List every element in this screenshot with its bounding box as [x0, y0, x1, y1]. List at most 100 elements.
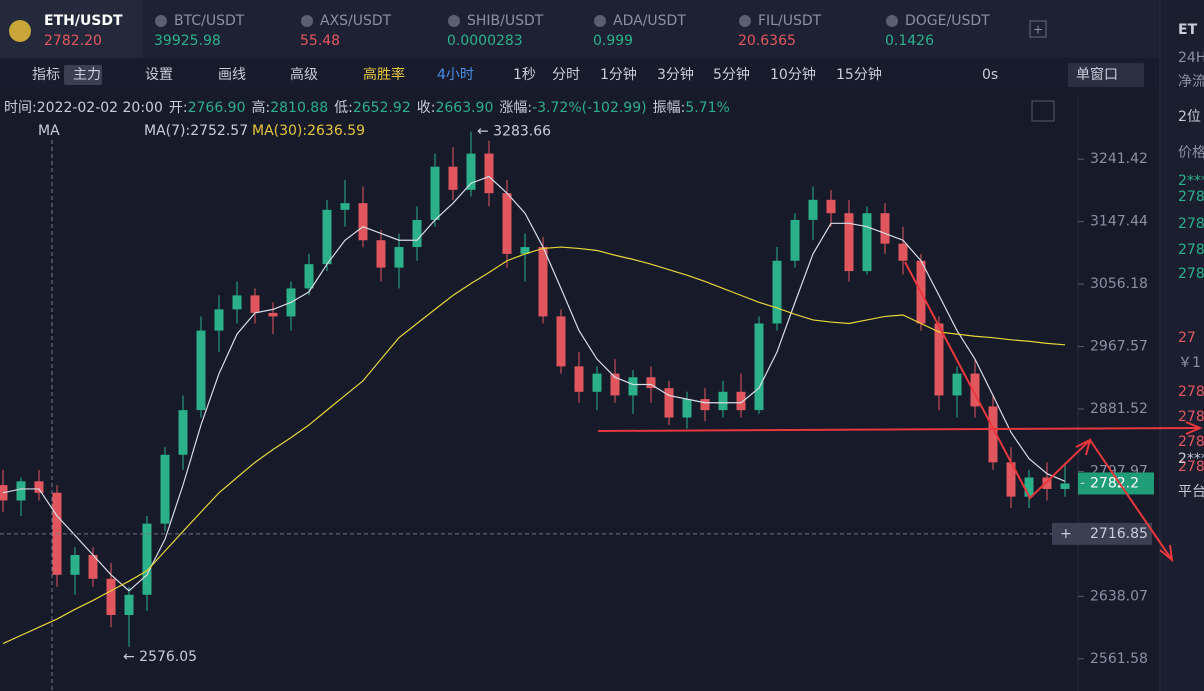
candle-body — [232, 295, 242, 310]
interval[interactable]: 5分钟 — [713, 66, 750, 83]
candle-body — [394, 247, 404, 268]
tab-price: 0.0000283 — [447, 33, 523, 49]
candle-body — [646, 377, 656, 389]
interval[interactable]: 1分钟 — [600, 66, 637, 83]
change-label: 涨幅: — [499, 100, 532, 116]
candle-body — [358, 203, 368, 241]
candle-body — [466, 153, 476, 190]
side-text: 278 — [1178, 216, 1204, 232]
plot: 3241.423147.443056.182967.572881.522797.… — [0, 124, 1154, 667]
side-text: 平台 — [1178, 484, 1204, 500]
amp: 5.71% — [685, 100, 729, 116]
candle-body — [34, 481, 44, 493]
candle-body — [772, 260, 782, 324]
y-tick-label: 3056.18 — [1090, 276, 1148, 292]
candle-body — [664, 388, 674, 418]
candle-body — [844, 213, 854, 272]
drawn-lines — [597, 261, 1203, 563]
tool[interactable]: 设置 — [145, 67, 173, 83]
side-text: 价格 — [1178, 145, 1204, 161]
arrowhead — [1075, 438, 1092, 456]
interval[interactable]: 4小时 — [437, 67, 474, 83]
tab-symbol[interactable]: DOGE/USDT — [905, 13, 990, 29]
candle-body — [574, 366, 584, 392]
tab-symbol[interactable]: BTC/USDT — [174, 13, 245, 29]
tab-price: 39925.98 — [154, 33, 221, 49]
y-tick-label: 2638.07 — [1090, 588, 1148, 604]
tab-symbol[interactable]: AXS/USDT — [320, 13, 392, 29]
tab-price: 2782.20 — [44, 33, 102, 49]
forecast-line — [904, 261, 1173, 561]
candle-body — [826, 199, 836, 214]
add-tab[interactable] — [1029, 20, 1047, 38]
candle-body — [898, 243, 908, 261]
tool[interactable]: 高胜率 — [363, 66, 405, 83]
side-list: ET24H净流2位价格2***27827827827827￥1278278278… — [1178, 22, 1204, 500]
side-text: 278 — [1178, 242, 1204, 258]
candle-body — [862, 213, 872, 272]
tool-box — [64, 65, 102, 85]
candle-body — [538, 247, 548, 317]
interval[interactable]: 15分钟 — [836, 66, 882, 83]
crosshair-label: 2716.85 — [1090, 526, 1148, 542]
toolbar — [0, 58, 1160, 92]
plus: + — [1060, 526, 1072, 542]
high: 2810.88 — [270, 100, 328, 116]
window-mode[interactable]: 单窗口 — [1076, 66, 1118, 83]
interval[interactable]: 1秒 — [513, 67, 536, 83]
candle-body — [376, 240, 386, 268]
tab-price: 55.48 — [300, 33, 340, 49]
candle-body — [970, 373, 980, 407]
candle-body — [592, 373, 602, 392]
ma-name: MA — [38, 123, 60, 139]
candle-body — [736, 391, 746, 411]
fullscreen-btn[interactable] — [1031, 100, 1055, 122]
side-text: 278 — [1178, 384, 1204, 400]
tools: 指标 主力 设置 画线 高级 高胜率 4小时 1秒 分时 1分钟 3分钟 5分钟 10分钟 15分钟 — [32, 66, 882, 83]
candle-body — [934, 323, 944, 396]
tab-bar — [0, 0, 1160, 58]
open-label: 开: — [169, 100, 188, 116]
candle-body — [988, 406, 998, 463]
tool[interactable]: 画线 — [218, 67, 246, 83]
candle-body — [700, 399, 710, 411]
arrowhead — [1185, 421, 1203, 435]
interval[interactable]: 3分钟 — [657, 66, 694, 83]
side-text: 278 — [1178, 459, 1204, 475]
y-tick-label: 2967.57 — [1090, 339, 1148, 355]
interval[interactable]: 分时 — [552, 67, 580, 83]
crosshair-tag — [1052, 522, 1152, 545]
tab-symbol[interactable]: ETH/USDT — [44, 13, 123, 29]
ma-line — [2, 175, 1066, 592]
interval[interactable]: 10分钟 — [770, 66, 816, 83]
candle-body — [412, 219, 422, 248]
tool[interactable]: 高级 — [290, 66, 318, 83]
tool[interactable]: 指标 — [32, 67, 60, 83]
price-tag — [1078, 472, 1154, 495]
candle-body — [70, 554, 80, 575]
y-tick-label: 2561.58 — [1090, 651, 1148, 667]
candle-body — [322, 209, 332, 265]
ma-line — [2, 246, 1066, 645]
coin-icon — [448, 15, 460, 27]
ma7-legend: MA(7):2752.57 — [144, 123, 248, 139]
candle-body — [628, 377, 638, 396]
side-text: 24H — [1178, 50, 1204, 66]
info-row: 时间:2022-02-02 20:00 开:2766.90 高:2810.88 低:2… — [4, 99, 730, 116]
candle-body — [304, 264, 314, 289]
tab-symbol[interactable]: ADA/USDT — [613, 13, 686, 29]
candle-body — [178, 410, 188, 455]
tab-price: 0.999 — [593, 33, 633, 49]
tab-symbol[interactable]: FIL/USDT — [758, 13, 822, 29]
tool[interactable]: 主力 — [73, 67, 101, 83]
low: 2652.92 — [353, 100, 411, 116]
open: 2766.90 — [188, 100, 246, 116]
annotation: ← 3283.66 — [477, 124, 551, 140]
candle-body — [610, 373, 620, 396]
tab-symbol[interactable]: SHIB/USDT — [467, 13, 544, 29]
time: 时间:2022-02-02 20:00 — [4, 100, 163, 116]
side-text: ET — [1178, 22, 1198, 38]
side-text: 2*** — [1178, 451, 1204, 467]
close-label: 收: — [417, 100, 436, 116]
